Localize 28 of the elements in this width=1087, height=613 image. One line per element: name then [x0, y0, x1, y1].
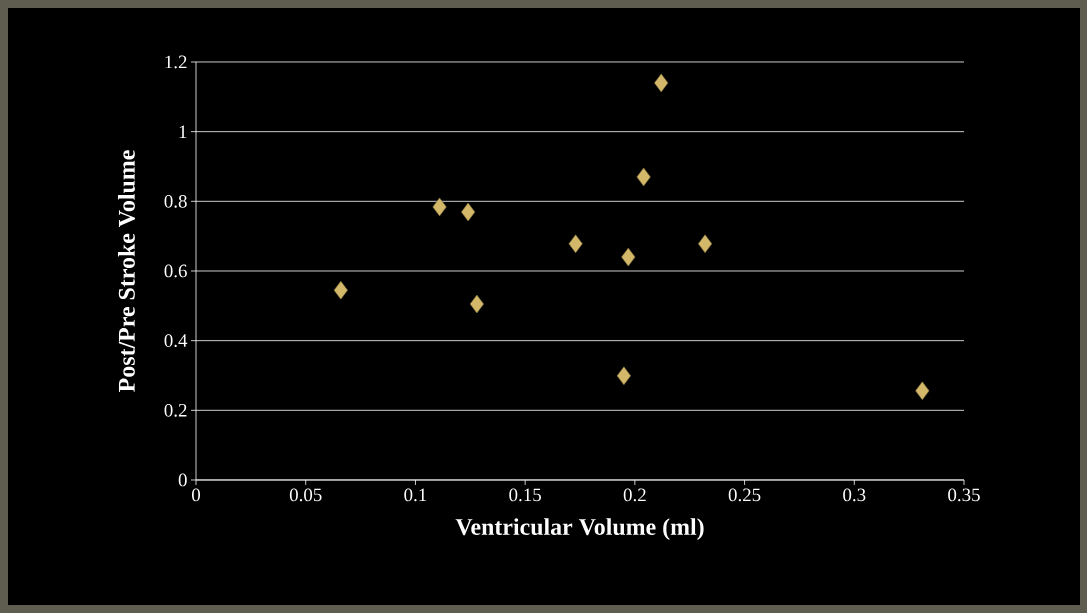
x-tick-label: 0.05 — [289, 488, 322, 502]
y-tick-label: 0.2 — [164, 403, 187, 417]
point — [333, 280, 348, 300]
x-tick-label: 0.1 — [404, 488, 427, 502]
point — [915, 381, 930, 401]
x-axis-title: Ventricular Volume (ml) — [455, 518, 704, 540]
y-tick-label: 0.4 — [164, 334, 188, 348]
point — [461, 202, 476, 222]
y-tick-label: 1 — [179, 125, 187, 138]
point — [654, 73, 669, 93]
y-tick-label: 0 — [178, 473, 187, 487]
x-tick-label: 0.15 — [509, 488, 541, 502]
x-tick-label: 0.25 — [728, 488, 761, 502]
point — [636, 167, 651, 187]
x-tick-label: 0.2 — [623, 488, 646, 502]
x-tick-label: 0.35 — [948, 488, 980, 502]
point — [621, 247, 636, 267]
x-tick-label: 0 — [192, 488, 201, 502]
y-tick-label: 0.6 — [164, 264, 187, 278]
y-axis-title: Post/Pre Stroke Volume — [118, 150, 135, 392]
point — [469, 294, 484, 314]
y-tick-label: 0.8 — [164, 194, 187, 208]
point — [568, 234, 583, 254]
point — [432, 197, 447, 217]
point — [698, 234, 713, 254]
x-tick-label: 0.3 — [843, 488, 866, 502]
point — [616, 366, 631, 386]
y-tick-label: 1.2 — [165, 55, 187, 69]
